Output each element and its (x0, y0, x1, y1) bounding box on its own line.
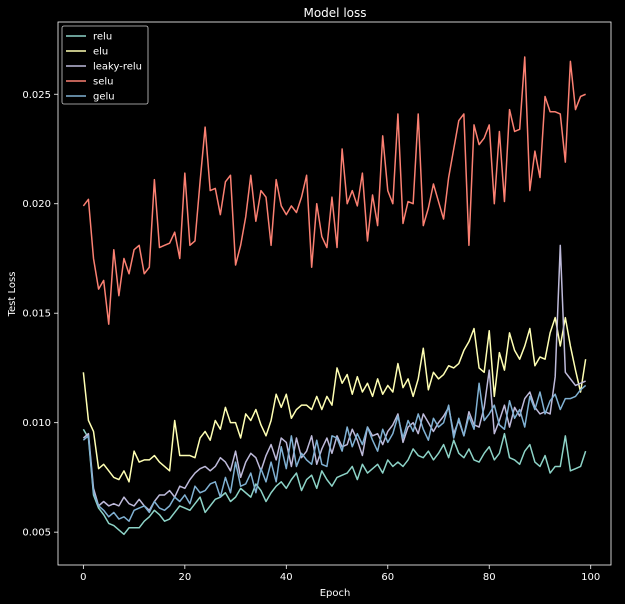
y-tick-label: 0.005 (22, 528, 51, 539)
series-lines (82, 56, 587, 536)
x-tick-label: 40 (280, 572, 293, 583)
legend-label-leaky-relu: leaky-relu (93, 62, 142, 73)
plot-area-frame (57, 21, 612, 566)
chart-title: Model loss (303, 6, 366, 20)
legend-label-gelu: gelu (93, 92, 115, 103)
legend-frame (61, 25, 149, 105)
y-axis-label: Test Loss (7, 272, 18, 318)
x-tick-label: 20 (178, 572, 191, 583)
legend-label-relu: relu (93, 32, 112, 43)
series-line-selu (82, 56, 586, 325)
series-line-gelu (82, 382, 587, 522)
series-line-leaky-relu (82, 244, 586, 512)
y-tick-label: 0.015 (22, 309, 51, 320)
x-tick-label: 0 (80, 572, 86, 583)
legend-label-elu: elu (93, 47, 108, 58)
legend: relu elu leaky-relu selu gelu (61, 25, 149, 105)
series-line-relu (82, 428, 587, 536)
x-tick-label: 100 (581, 572, 600, 583)
x-tick-label: 80 (483, 572, 496, 583)
legend-label-selu: selu (93, 77, 113, 88)
x-axis-label: Epoch (320, 588, 351, 599)
y-tick-label: 0.025 (22, 90, 51, 101)
y-tick-label: 0.020 (22, 199, 51, 210)
series-line-elu (82, 316, 587, 483)
y-tick-label: 0.010 (22, 418, 51, 429)
axis-ticks: 0 20 40 60 80 100 0.005 0.010 0.015 0.020 0.025 (22, 90, 600, 583)
x-tick-label: 60 (381, 572, 394, 583)
